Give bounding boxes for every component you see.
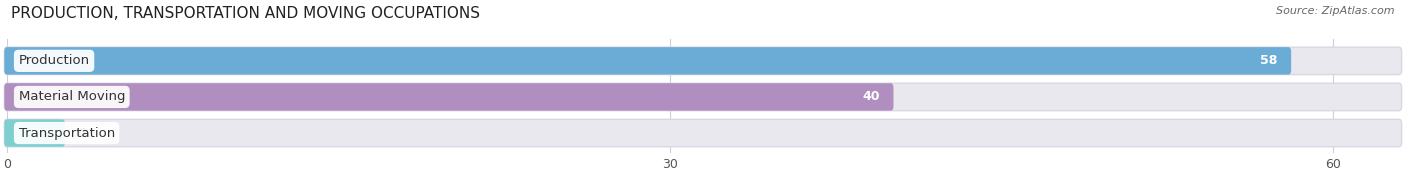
- Text: Material Moving: Material Moving: [18, 90, 125, 103]
- Text: Transportation: Transportation: [18, 127, 115, 140]
- Text: 0: 0: [77, 127, 87, 140]
- FancyBboxPatch shape: [4, 83, 893, 111]
- Text: 40: 40: [862, 90, 880, 103]
- FancyBboxPatch shape: [4, 83, 1402, 111]
- Text: Source: ZipAtlas.com: Source: ZipAtlas.com: [1277, 6, 1395, 16]
- FancyBboxPatch shape: [4, 119, 1402, 147]
- Text: 58: 58: [1260, 54, 1278, 67]
- FancyBboxPatch shape: [4, 47, 1291, 74]
- FancyBboxPatch shape: [4, 119, 65, 147]
- Text: Production: Production: [18, 54, 90, 67]
- FancyBboxPatch shape: [4, 47, 1402, 74]
- Text: PRODUCTION, TRANSPORTATION AND MOVING OCCUPATIONS: PRODUCTION, TRANSPORTATION AND MOVING OC…: [11, 6, 481, 21]
